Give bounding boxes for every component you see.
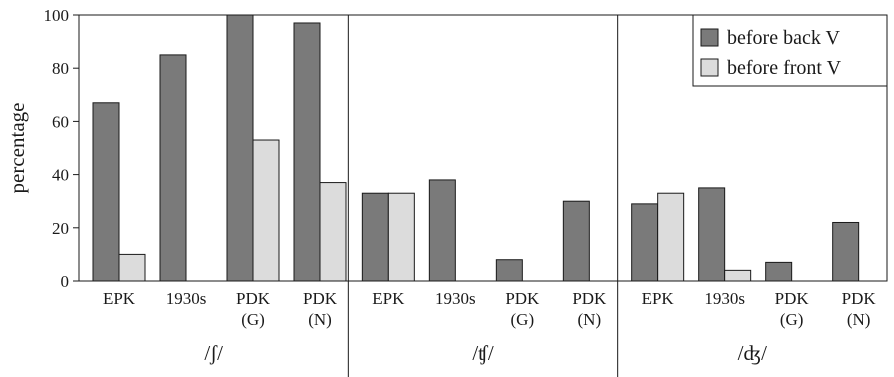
bar: [832, 221, 860, 282]
category-label: PDK: [303, 289, 338, 308]
category-label: 1930s: [166, 289, 207, 308]
bar: [562, 200, 590, 282]
y-tick-label: 80: [52, 59, 69, 78]
category-label: PDK: [842, 289, 877, 308]
bar: [92, 102, 120, 282]
bar: [765, 261, 793, 282]
category-label: PDK: [572, 289, 607, 308]
category-label: (G): [511, 310, 535, 329]
legend-swatch: [700, 28, 719, 47]
group-label: /ʤ/: [738, 341, 768, 365]
legend-swatch: [700, 58, 719, 77]
category-label: (G): [241, 310, 265, 329]
legend-label: before front V: [727, 57, 842, 79]
category-label: PDK: [775, 289, 810, 308]
category-label: (N): [308, 310, 332, 329]
category-label: EPK: [103, 289, 136, 308]
plot-frame: [78, 14, 888, 282]
category-label: PDK: [236, 289, 271, 308]
bar: [159, 54, 187, 282]
y-axis-title: percentage: [5, 103, 29, 194]
bar: [226, 14, 254, 282]
bar: [319, 182, 347, 282]
bar: [361, 192, 389, 282]
category-label: EPK: [642, 289, 675, 308]
bar: [387, 192, 415, 282]
bar: [657, 192, 685, 282]
bar: [724, 269, 752, 282]
bar: [252, 139, 280, 282]
bar: [428, 179, 456, 282]
category-label: EPK: [372, 289, 405, 308]
y-tick-label: 20: [52, 219, 69, 238]
y-tick-label: 60: [52, 112, 69, 131]
y-tick-label: 100: [44, 6, 70, 25]
bar: [495, 259, 523, 282]
legend-box: [692, 14, 888, 87]
bar: [631, 203, 659, 282]
category-label: (G): [780, 310, 804, 329]
bar: [698, 187, 726, 282]
category-label: (N): [847, 310, 871, 329]
category-label: 1930s: [435, 289, 476, 308]
category-label: 1930s: [704, 289, 745, 308]
group-label: /ʃ/: [204, 341, 223, 365]
bar: [293, 22, 321, 282]
category-label: PDK: [505, 289, 540, 308]
category-label: (N): [578, 310, 602, 329]
y-tick-label: 0: [61, 272, 70, 291]
y-tick-label: 40: [52, 166, 69, 185]
group-label: /ʧ/: [472, 341, 493, 365]
bar: [118, 253, 146, 282]
legend-label: before back V: [727, 27, 840, 49]
